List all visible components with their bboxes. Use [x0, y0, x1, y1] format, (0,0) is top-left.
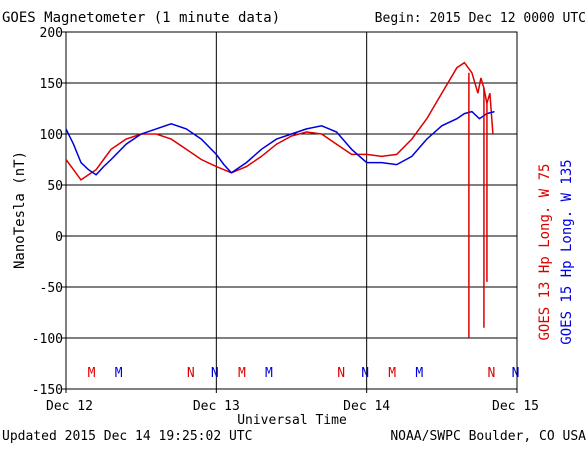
y-tick-label: 100 — [40, 128, 63, 143]
mn-marker: M — [88, 366, 96, 381]
plot-frame — [65, 31, 518, 390]
y-tick-label: 50 — [47, 179, 63, 194]
y-tick-label: -100 — [32, 332, 63, 347]
legend-goes13: GOES 13 Hp Long. W 75 — [537, 163, 553, 340]
x-tick-label: Dec 15 — [492, 399, 539, 414]
mn-marker: M — [238, 366, 246, 381]
mn-marker: N — [361, 366, 369, 381]
grid — [66, 32, 517, 389]
mn-marker: N — [211, 366, 219, 381]
x-axis: Dec 12 Dec 13 Dec 14 Dec 15 — [46, 389, 539, 414]
y-tick-label: -150 — [32, 383, 63, 398]
series-group — [65, 61, 495, 338]
mn-marker: M — [115, 366, 123, 381]
series-line-goes13 — [65, 61, 494, 181]
mn-marker: N — [512, 366, 520, 381]
mn-marker: N — [488, 366, 496, 381]
y-tick-label: 200 — [40, 26, 63, 41]
credit: NOAA/SWPC Boulder, CO USA — [390, 429, 586, 444]
x-tick-label: Dec 12 — [46, 399, 93, 414]
y-tick-label: 0 — [55, 230, 63, 245]
mn-marker: M — [265, 366, 273, 381]
mn-marker: N — [187, 366, 195, 381]
series-line-goes15 — [65, 110, 495, 176]
y-axis: 200 150 100 50 0 -50 -100 -150 — [32, 26, 66, 398]
x-axis-label: Universal Time — [237, 413, 347, 428]
y-axis-label: NanoTesla (nT) — [12, 151, 28, 269]
mn-marker: M — [388, 366, 396, 381]
mn-marker: N — [337, 366, 345, 381]
mn-marker: M — [415, 366, 423, 381]
legend-goes15: GOES 15 Hp Long. W 135 — [559, 159, 575, 344]
y-tick-label: 150 — [40, 77, 63, 92]
updated-time: Updated 2015 Dec 14 19:25:02 UTC — [2, 429, 252, 444]
x-tick-label: Dec 14 — [343, 399, 390, 414]
x-tick-label: Dec 13 — [193, 399, 240, 414]
chart-title: GOES Magnetometer (1 minute data) — [2, 10, 280, 26]
begin-time: Begin: 2015 Dec 12 0000 UTC — [375, 11, 586, 26]
y-tick-label: -50 — [40, 281, 63, 296]
